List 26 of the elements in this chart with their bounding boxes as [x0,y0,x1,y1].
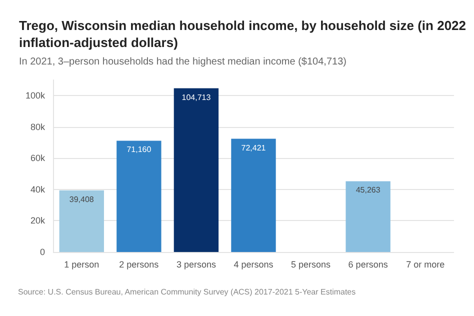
x-tick-label: 5 persons [291,260,332,270]
data-label: 72,421 [241,143,266,152]
y-tick-label: 0 [40,247,45,257]
data-label: 71,160 [126,145,152,154]
y-tick-label: 40k [30,184,46,194]
x-tick-label: 2 persons [119,260,160,270]
x-tick-label: 6 persons [348,260,388,270]
bar [59,190,104,252]
bar [116,140,162,252]
y-tick-label: 20k [30,216,46,226]
source-note: Source: U.S. Census Bureau, American Community Survey (ACS) 2017-2021 5-Year Estimates [18,288,356,296]
bar [231,138,276,252]
x-tick-label: 1 person [64,260,100,270]
y-tick-label: 100k [25,90,46,101]
data-label: 45,263 [356,186,381,195]
data-label: 104,713 [182,92,212,102]
data-label: 39,408 [69,194,94,204]
y-tick-label: 80k [30,122,46,132]
x-tick-label: 4 persons [234,260,274,270]
bar [346,181,390,252]
x-tick-label: 3 persons [176,260,216,270]
y-tick-label: 60k [30,153,46,164]
chart-title: Trego, Wisconsin median household income, by household size (in 2022 inflation-adjusted dollars) [19,18,470,50]
chart-subtitle: In 2021, 3–person households had the highest median income ($104,713) [19,56,346,68]
bar [174,88,219,252]
x-tick-label: 7 or more [406,260,445,270]
